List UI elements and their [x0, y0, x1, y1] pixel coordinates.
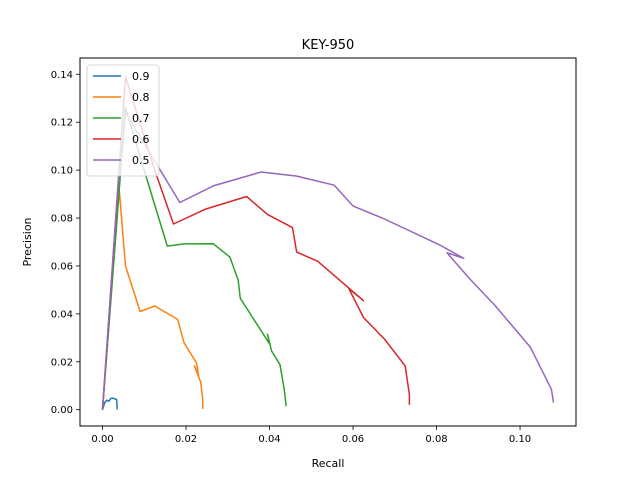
legend-label: 0.8: [132, 91, 150, 104]
legend-label: 0.5: [132, 154, 150, 167]
series-line-1: [101, 188, 204, 410]
series-layer: [101, 75, 555, 410]
series-line-2: [101, 107, 287, 410]
y-tick-label: 0.08: [51, 214, 73, 225]
x-tick-label: 0.00: [91, 434, 113, 445]
y-tick-label: 0.00: [51, 405, 73, 416]
y-tick-label: 0.02: [51, 357, 73, 368]
x-tick-label: 0.10: [509, 434, 531, 445]
y-tick-label: 0.06: [51, 261, 73, 272]
x-axis-ticks: 0.00 0.02 0.04 0.06 0.08 0.10: [91, 426, 531, 445]
x-tick-label: 0.04: [258, 434, 280, 445]
legend-label: 0.6: [132, 133, 150, 146]
x-tick-label: 0.02: [175, 434, 197, 445]
chart-title: KEY-950: [302, 38, 355, 53]
series-line-3: [101, 75, 411, 410]
series-line-0: [101, 397, 118, 410]
x-tick-label: 0.06: [342, 434, 364, 445]
y-tick-label: 0.04: [51, 309, 73, 320]
x-tick-label: 0.08: [425, 434, 447, 445]
series-line-4: [101, 108, 555, 410]
legend-box: [86, 64, 160, 177]
plot-frame: [79, 57, 577, 427]
y-tick-label: 0.12: [51, 118, 73, 129]
legend-label: 0.9: [132, 70, 150, 83]
y-axis-ticks: 0.00 0.02 0.04 0.06 0.08 0.10 0.12 0.14: [51, 70, 80, 416]
legend-label: 0.7: [132, 112, 150, 125]
y-tick-label: 0.10: [51, 166, 73, 177]
x-axis-label: Recall: [312, 457, 345, 470]
legend: 0.9 0.8 0.7 0.6 0.5: [86, 64, 160, 177]
y-tick-label: 0.14: [51, 70, 73, 81]
y-axis-label: Precision: [21, 217, 34, 266]
